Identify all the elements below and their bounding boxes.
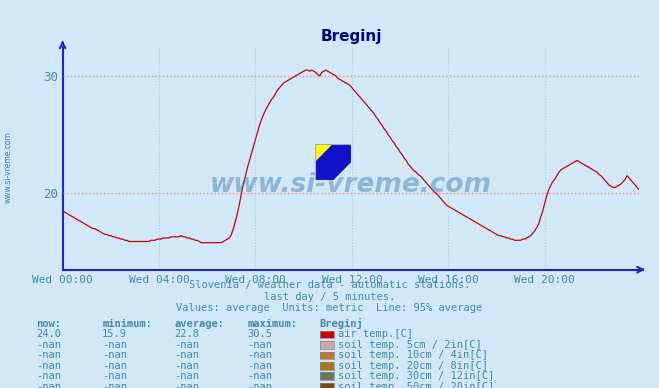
Text: Breginj: Breginj (320, 318, 363, 329)
Text: last day / 5 minutes.: last day / 5 minutes. (264, 291, 395, 301)
Text: -nan: -nan (247, 381, 272, 388)
Text: -nan: -nan (102, 381, 127, 388)
Text: -nan: -nan (247, 371, 272, 381)
Text: soil temp. 50cm / 20in[C]: soil temp. 50cm / 20in[C] (338, 381, 494, 388)
Text: now:: now: (36, 319, 61, 329)
Title: Breginj: Breginj (320, 29, 382, 44)
Text: Slovenia / weather data - automatic stations.: Slovenia / weather data - automatic stat… (189, 280, 470, 290)
Text: -nan: -nan (175, 350, 200, 360)
Text: -nan: -nan (102, 340, 127, 350)
Text: soil temp. 20cm / 8in[C]: soil temp. 20cm / 8in[C] (338, 360, 488, 371)
Text: -nan: -nan (36, 350, 61, 360)
Text: soil temp. 10cm / 4in[C]: soil temp. 10cm / 4in[C] (338, 350, 488, 360)
Text: -nan: -nan (175, 381, 200, 388)
Text: 30.5: 30.5 (247, 329, 272, 339)
Text: -nan: -nan (175, 360, 200, 371)
Polygon shape (315, 144, 351, 180)
Text: -nan: -nan (36, 360, 61, 371)
Text: -nan: -nan (102, 360, 127, 371)
Text: -nan: -nan (36, 371, 61, 381)
Text: -nan: -nan (36, 381, 61, 388)
Text: 15.9: 15.9 (102, 329, 127, 339)
Text: -nan: -nan (175, 371, 200, 381)
Polygon shape (315, 144, 333, 162)
Text: -nan: -nan (247, 340, 272, 350)
Text: maximum:: maximum: (247, 319, 297, 329)
Text: 22.8: 22.8 (175, 329, 200, 339)
Text: soil temp. 5cm / 2in[C]: soil temp. 5cm / 2in[C] (338, 340, 482, 350)
Text: Values: average  Units: metric  Line: 95% average: Values: average Units: metric Line: 95% … (177, 303, 482, 313)
Text: -nan: -nan (102, 350, 127, 360)
Polygon shape (315, 162, 333, 180)
Text: -nan: -nan (175, 340, 200, 350)
Text: -nan: -nan (102, 371, 127, 381)
Text: -nan: -nan (247, 350, 272, 360)
Text: average:: average: (175, 319, 225, 329)
Text: www.si-vreme.com: www.si-vreme.com (3, 131, 13, 203)
Text: -nan: -nan (247, 360, 272, 371)
Text: soil temp. 30cm / 12in[C]: soil temp. 30cm / 12in[C] (338, 371, 494, 381)
Text: minimum:: minimum: (102, 319, 152, 329)
Text: -nan: -nan (36, 340, 61, 350)
Text: air temp.[C]: air temp.[C] (338, 329, 413, 339)
Text: www.si-vreme.com: www.si-vreme.com (210, 172, 492, 198)
Text: 24.0: 24.0 (36, 329, 61, 339)
